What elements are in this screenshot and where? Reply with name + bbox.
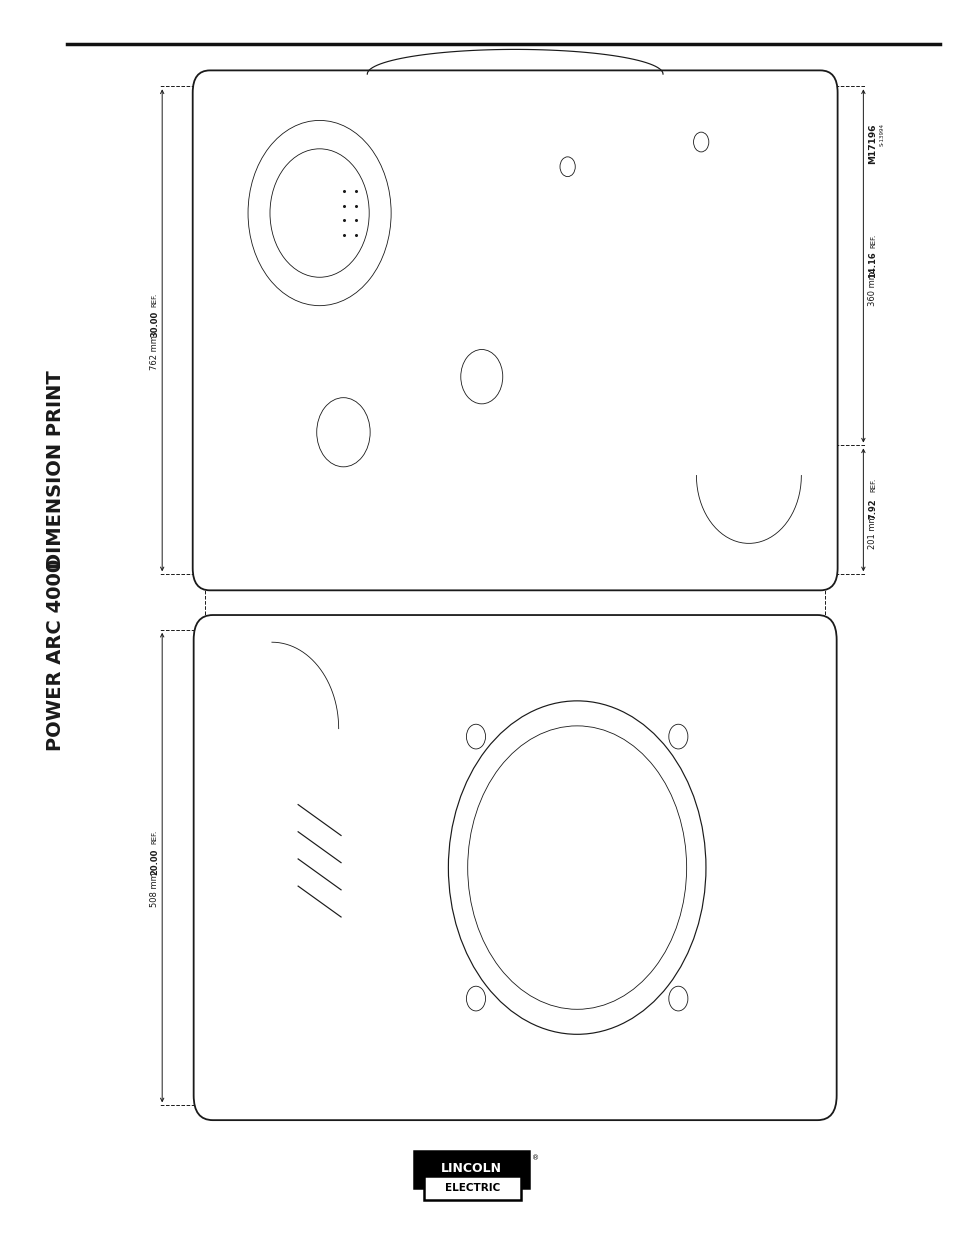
Circle shape [668, 987, 687, 1011]
Text: 14.16: 14.16 [867, 252, 877, 278]
FancyBboxPatch shape [414, 1151, 528, 1188]
Circle shape [668, 724, 687, 748]
Text: LINCOLN: LINCOLN [440, 1162, 501, 1174]
Text: ELECTRIC: ELECTRIC [444, 1183, 499, 1193]
Text: 762 mm: 762 mm [150, 335, 159, 370]
FancyBboxPatch shape [193, 615, 836, 1120]
Text: REF.: REF. [869, 235, 875, 248]
Text: REF.: REF. [152, 293, 157, 306]
Text: M17196: M17196 [867, 124, 877, 164]
Text: 201 mm: 201 mm [867, 515, 877, 550]
Text: S-13994: S-13994 [879, 124, 884, 147]
FancyBboxPatch shape [193, 70, 837, 590]
Text: 360 mm: 360 mm [867, 270, 877, 305]
Text: REF.: REF. [508, 646, 521, 652]
Text: 7.92: 7.92 [867, 499, 877, 519]
Circle shape [466, 724, 485, 748]
Text: REF.: REF. [152, 830, 157, 844]
Text: REF.: REF. [869, 478, 875, 493]
Text: POWER ARC 4000: POWER ARC 4000 [46, 558, 65, 751]
Text: 20.00: 20.00 [150, 848, 159, 874]
Polygon shape [538, 834, 615, 902]
Text: ELECTRIC: ELECTRIC [563, 874, 590, 881]
Text: 30.00: 30.00 [150, 311, 159, 337]
Text: 508 mm: 508 mm [150, 872, 159, 908]
Circle shape [466, 987, 485, 1011]
FancyBboxPatch shape [423, 1176, 520, 1200]
Text: ®: ® [532, 1156, 538, 1161]
Text: 530 mm: 530 mm [497, 673, 532, 682]
Text: DIMENSION PRINT: DIMENSION PRINT [46, 370, 65, 568]
Text: LINCOLN: LINCOLN [564, 855, 589, 861]
Text: 20.88: 20.88 [501, 658, 528, 667]
